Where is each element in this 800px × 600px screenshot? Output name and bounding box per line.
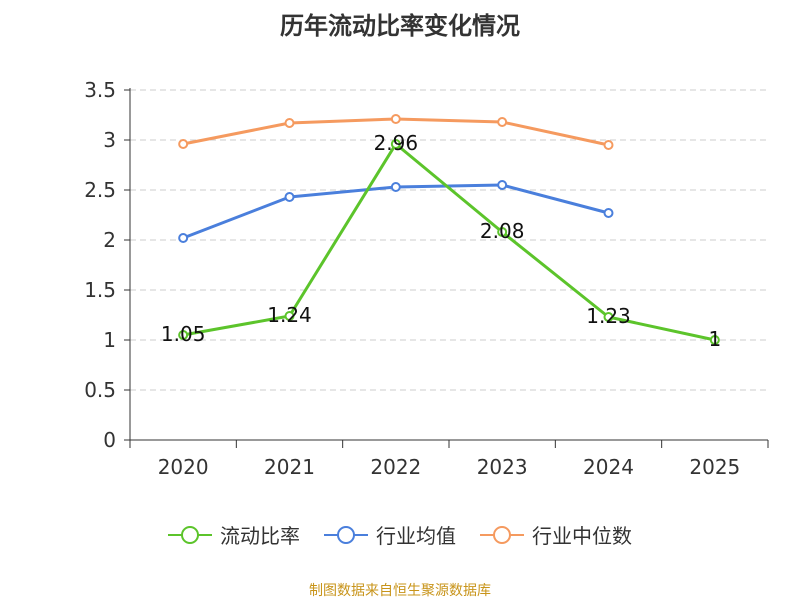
x-tick-label: 2020 [158,455,209,479]
x-tick-label: 2024 [583,455,634,479]
x-tick-label: 2022 [370,455,421,479]
legend-label-industry-mean: 行业均值 [376,524,456,548]
data-point [390,182,401,192]
chart-title: 历年流动比率变化情况 [280,12,520,40]
data-point [709,335,720,345]
y-tick-label: 2 [103,228,116,252]
y-tick-label: 3 [103,128,116,152]
data-point [284,192,295,202]
data-point [603,208,614,218]
x-tick-label: 2021 [264,455,315,479]
data-point [284,311,295,321]
legend-swatch-industry-mean [324,525,368,544]
legend-label-industry-median: 行业中位数 [532,524,632,548]
series-line [182,142,716,342]
data-point [284,118,295,128]
legend-swatch-industry-median [480,525,524,544]
data-point [178,139,189,149]
data-label: 1.23 [586,304,631,328]
series-line [182,183,609,240]
data-label: 1.05 [161,322,206,346]
y-tick-label: 3.5 [84,78,116,102]
data-label: 1 [708,327,721,351]
legend-item-current-ratio[interactable]: 流动比率 [168,520,300,549]
data-point [178,330,189,340]
y-tick-label: 0 [103,428,116,452]
y-tick-label: 2.5 [84,178,116,202]
legend: 流动比率 行业均值 行业中位数 [0,520,800,549]
data-point [603,140,614,150]
y-tick-label: 1 [103,328,116,352]
data-point [390,114,401,124]
data-point [390,139,401,149]
legend-item-industry-median[interactable]: 行业中位数 [480,520,632,549]
y-tick-label: 1.5 [84,278,116,302]
legend-label-current-ratio: 流动比率 [220,524,300,548]
data-point [603,312,614,322]
legend-item-industry-mean[interactable]: 行业均值 [324,520,456,549]
data-label: 1.24 [267,303,312,327]
y-tick-label: 0.5 [84,378,116,402]
data-point [497,227,508,237]
x-tick-label: 2023 [477,455,528,479]
data-point [497,180,508,190]
legend-swatch-current-ratio [168,525,212,544]
data-label: 2.08 [480,219,525,243]
data-point [178,233,189,243]
data-point [497,117,508,127]
x-tick-label: 2025 [689,455,740,479]
source-note: 制图数据来自恒生聚源数据库 [309,583,491,599]
data-label: 2.96 [374,131,419,155]
